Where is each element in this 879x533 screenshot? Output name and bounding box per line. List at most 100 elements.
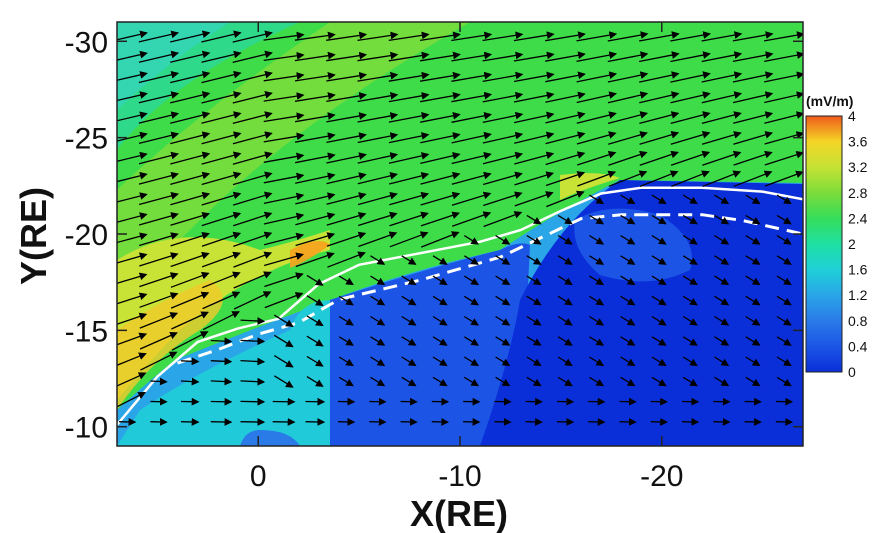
vector-arrow — [202, 271, 241, 289]
vector-arrow — [513, 31, 555, 42]
vector-arrow — [651, 214, 667, 225]
vector-arrow — [589, 255, 605, 265]
colorbar-label: 0 — [848, 364, 856, 380]
vector-arrow — [463, 376, 480, 387]
vector-arrow — [463, 356, 480, 367]
vector-arrow — [294, 51, 336, 62]
vector-arrow — [263, 72, 305, 82]
vector-arrow — [589, 214, 605, 225]
vector-arrow — [232, 50, 273, 64]
vector-arrow — [138, 91, 180, 104]
vector-arrow — [326, 231, 367, 247]
vector-arrow — [495, 376, 511, 387]
vector-arrow — [763, 31, 803, 42]
vector-arrow — [338, 295, 354, 306]
vector-arrow — [338, 315, 354, 326]
vector-arrow — [420, 31, 461, 42]
vector-arrow — [526, 356, 542, 367]
vector-arrow — [388, 152, 430, 164]
vector-arrow — [420, 231, 460, 248]
vector-arrow — [714, 194, 730, 205]
vector-arrow — [607, 31, 649, 42]
vector-arrow — [776, 336, 792, 346]
vector-arrow — [495, 255, 511, 265]
vector-arrow — [701, 131, 742, 145]
vector-arrow — [201, 70, 242, 84]
vector-arrow — [764, 131, 803, 145]
vector-arrow — [513, 91, 555, 103]
vector-arrow — [463, 315, 480, 326]
vector-arrow — [432, 315, 448, 326]
vector-arrow — [202, 311, 240, 331]
vector-arrow — [232, 70, 273, 84]
vector-arrow — [117, 131, 148, 142]
vector-arrow — [451, 211, 492, 227]
vector-arrow — [545, 131, 586, 145]
vector-arrow — [420, 151, 461, 165]
vector-arrow — [388, 31, 430, 42]
vector-arrow — [651, 315, 667, 326]
vector-arrow — [557, 356, 573, 367]
vector-arrow — [138, 192, 179, 206]
vector-arrow — [495, 356, 511, 367]
vector-arrow — [357, 132, 399, 144]
vector-arrow — [714, 376, 730, 387]
vector-arrow — [432, 336, 448, 346]
vector-arrow — [702, 150, 742, 166]
vector-arrow — [482, 131, 524, 144]
vector-arrow — [682, 356, 698, 367]
vector-arrow — [639, 71, 680, 83]
vector-arrow — [714, 275, 730, 286]
vector-arrow — [357, 31, 399, 42]
vector-arrow — [651, 275, 667, 286]
vector-arrow — [138, 111, 180, 124]
vector-arrow — [639, 91, 680, 104]
vector-arrow — [419, 71, 461, 82]
vector-arrow — [701, 71, 743, 83]
vector-arrow — [576, 131, 617, 145]
vector-arrow — [682, 255, 698, 265]
vector-arrow — [117, 272, 148, 284]
vector-arrow — [138, 30, 180, 43]
vector-arrow — [764, 71, 803, 83]
vector-arrow — [651, 336, 667, 346]
vector-arrow — [295, 232, 336, 247]
vector-arrow — [326, 92, 367, 103]
vector-arrow — [608, 170, 648, 187]
vector-arrow — [295, 192, 336, 205]
vector-arrow — [210, 377, 233, 386]
vector-arrow — [526, 275, 542, 286]
vector-arrow — [745, 376, 761, 387]
vector-arrow — [240, 317, 266, 325]
vector-arrow — [138, 151, 179, 165]
y-axis-title: Y(RE) — [13, 187, 54, 285]
vector-arrow — [389, 172, 430, 185]
vector-arrow — [732, 91, 774, 104]
vector-arrow — [273, 355, 294, 368]
vector-arrow — [608, 131, 648, 145]
vector-arrow — [357, 51, 399, 62]
vector-arrow — [170, 70, 211, 84]
vector-arrow — [263, 212, 305, 225]
vector-arrow — [670, 51, 711, 63]
vector-arrow — [138, 131, 180, 145]
vector-arrow — [389, 211, 429, 227]
vector-arrow — [620, 315, 636, 326]
vector-arrow — [589, 235, 605, 245]
vector-arrow — [201, 30, 242, 43]
vector-arrow — [733, 150, 773, 166]
vector-field — [117, 30, 803, 426]
vector-arrow — [138, 71, 180, 84]
vector-arrow — [557, 295, 573, 306]
vector-arrow — [495, 315, 511, 326]
vector-arrow — [463, 336, 480, 346]
vector-arrow — [139, 292, 179, 308]
vector-arrow — [295, 251, 335, 268]
vector-arrow — [170, 151, 211, 165]
vector-arrow — [745, 336, 761, 346]
vector-arrow — [639, 170, 679, 188]
vector-arrow — [140, 351, 178, 371]
vector-arrow — [263, 51, 305, 62]
vector-arrow — [451, 111, 492, 123]
